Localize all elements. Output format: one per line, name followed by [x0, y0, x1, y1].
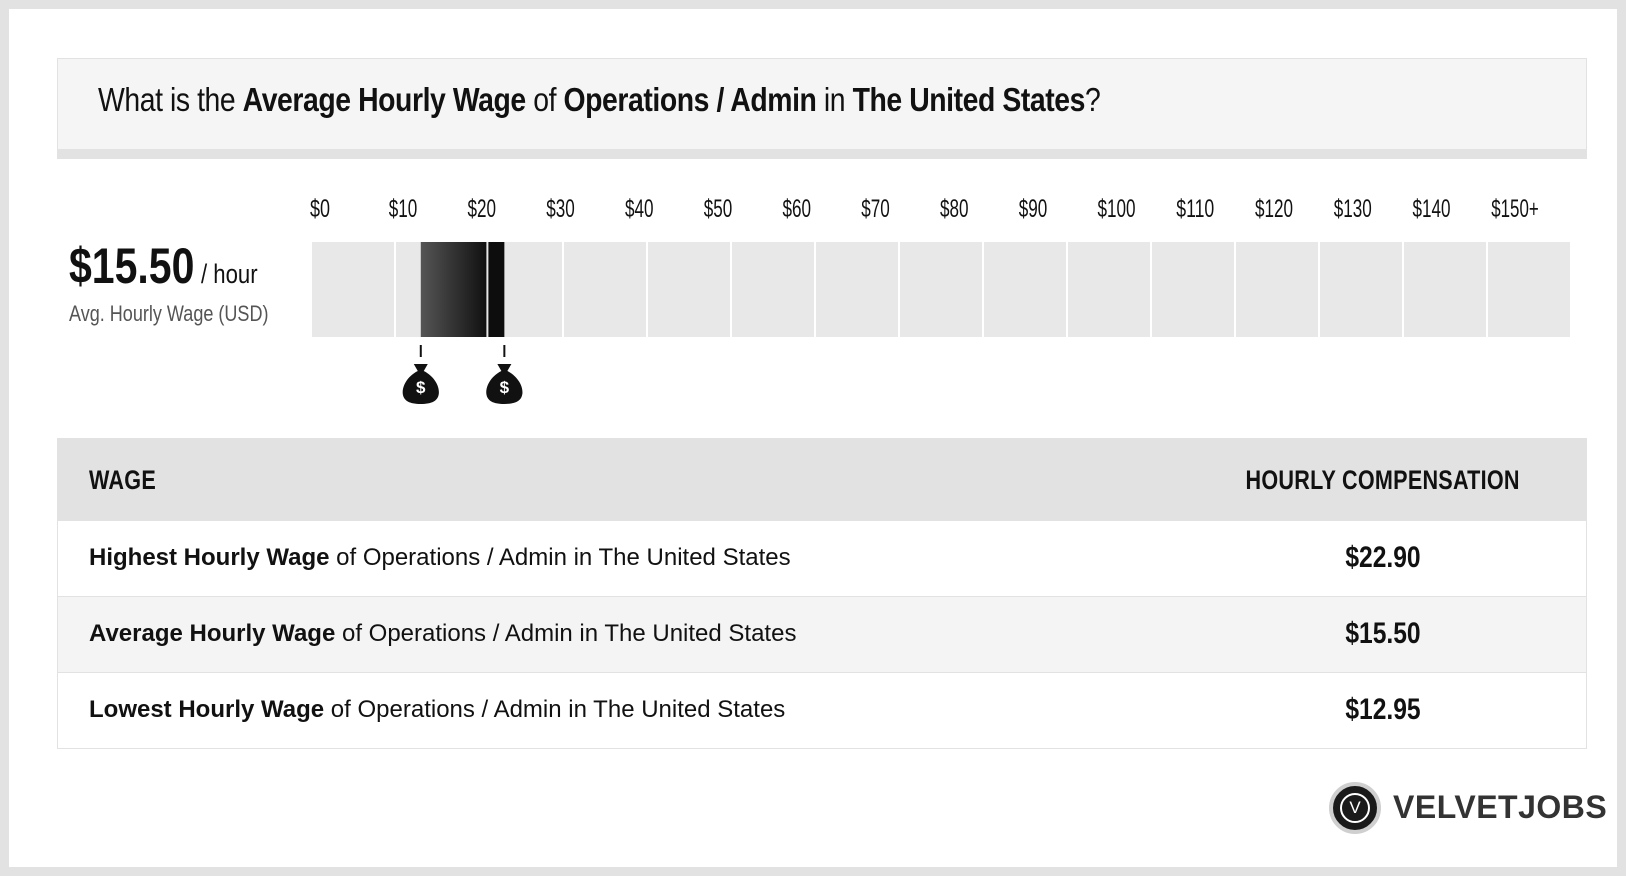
x-tick-label: $10	[389, 195, 418, 223]
title-panel: What is the Average Hourly Wage of Opera…	[57, 58, 1587, 159]
title-metric: Average Hourly Wage	[242, 81, 527, 118]
average-wage-caption: Avg. Hourly Wage (USD)	[69, 301, 269, 326]
page-title: What is the Average Hourly Wage of Opera…	[98, 81, 1101, 119]
track-cell	[1152, 242, 1234, 337]
x-tick-label: $110	[1176, 195, 1214, 223]
row-value: $22.90	[1345, 541, 1421, 574]
track-cell	[1068, 242, 1150, 337]
header-hourly-compensation: HOURLY COMPENSATION	[1245, 465, 1520, 495]
title-in: in	[816, 81, 853, 118]
track-cell	[564, 242, 646, 337]
x-tick-label: $50	[704, 195, 733, 223]
row-value: $12.95	[1345, 693, 1421, 726]
track-cell	[816, 242, 898, 337]
row-label: Lowest Hourly Wage of Operations / Admin…	[89, 696, 785, 724]
x-tick-label: $120	[1255, 195, 1293, 223]
logo-wordmark: VELVETJOBS	[1393, 789, 1608, 825]
title-job: Operations / Admin	[563, 81, 817, 118]
x-tick-label: $100	[1098, 195, 1136, 223]
x-tick-label: $60	[783, 195, 812, 223]
row-value: $15.50	[1345, 617, 1421, 650]
x-tick-label: $20	[468, 195, 497, 223]
title-prefix: What is the	[98, 81, 243, 118]
x-tick-label: $0	[310, 195, 330, 223]
average-wage-unit: / hour	[200, 259, 258, 289]
logo-mark-letter: V	[1340, 793, 1370, 823]
logo-mark: V	[1329, 782, 1381, 834]
x-tick-label: $30	[546, 195, 575, 223]
track-cell	[732, 242, 814, 337]
header-wage: WAGE	[89, 465, 156, 495]
x-tick-label: $130	[1334, 195, 1372, 223]
track-cell	[648, 242, 730, 337]
title-location: The United States	[852, 81, 1086, 118]
x-tick-label: $150+	[1491, 195, 1539, 223]
row-label-bold: Highest Hourly Wage	[89, 544, 330, 571]
average-wage-value: $15.50	[69, 238, 195, 294]
row-label-rest: of Operations / Admin in The United Stat…	[335, 620, 797, 647]
track-cell	[312, 242, 394, 337]
title-suffix: ?	[1084, 81, 1101, 118]
table-row-highest: Highest Hourly Wage of Operations / Admi…	[58, 520, 1586, 596]
x-axis-tick-labels: $0 $10 $20 $30 $40 $50 $60 $70 $80 $90 $100 $110 $12…	[310, 195, 1539, 223]
chart-markers	[402, 345, 523, 404]
table-header: WAGE HOURLY COMPENSATION	[58, 439, 1586, 520]
money-bag-icon	[486, 364, 523, 404]
row-label: Highest Hourly Wage of Operations / Admi…	[89, 544, 791, 572]
chart-range	[420, 242, 505, 337]
wage-table: WAGE HOURLY COMPENSATION Highest Hourly …	[57, 438, 1587, 749]
x-tick-label: $80	[940, 195, 969, 223]
table-row-average: Average Hourly Wage of Operations / Admi…	[58, 596, 1586, 672]
x-tick-label: $90	[1019, 195, 1048, 223]
average-wage-line: $15.50/ hour	[69, 237, 282, 295]
row-label-rest: of Operations / Admin in The United Stat…	[324, 696, 786, 723]
track-cell	[1404, 242, 1486, 337]
row-label-bold: Average Hourly Wage	[89, 620, 336, 647]
x-tick-label: $40	[625, 195, 654, 223]
row-label: Average Hourly Wage of Operations / Admi…	[89, 620, 796, 648]
wage-range-chart: $ $0$10$20$30$40$50$60$70$80$90$100$110$…	[310, 195, 1570, 404]
row-label-bold: Lowest Hourly Wage	[89, 696, 325, 723]
x-tick-label: $70	[861, 195, 890, 223]
x-tick-label: $140	[1413, 195, 1451, 223]
track-cell	[900, 242, 982, 337]
title-of: of	[525, 81, 564, 118]
velvetjobs-logo: V VELVETJOBS	[1329, 779, 1607, 837]
track-cell	[1320, 242, 1402, 337]
row-label-rest: of Operations / Admin in The United Stat…	[329, 544, 791, 571]
track-cell	[984, 242, 1066, 337]
range-bar-lower	[420, 242, 487, 337]
average-wage-summary: $15.50/ hour Avg. Hourly Wage (USD)	[69, 237, 329, 327]
track-cell	[1236, 242, 1318, 337]
table-row-lowest: Lowest Hourly Wage of Operations / Admin…	[58, 672, 1586, 748]
track-cell	[1488, 242, 1570, 337]
range-bar-upper	[488, 242, 505, 337]
money-bag-icon	[402, 364, 439, 404]
